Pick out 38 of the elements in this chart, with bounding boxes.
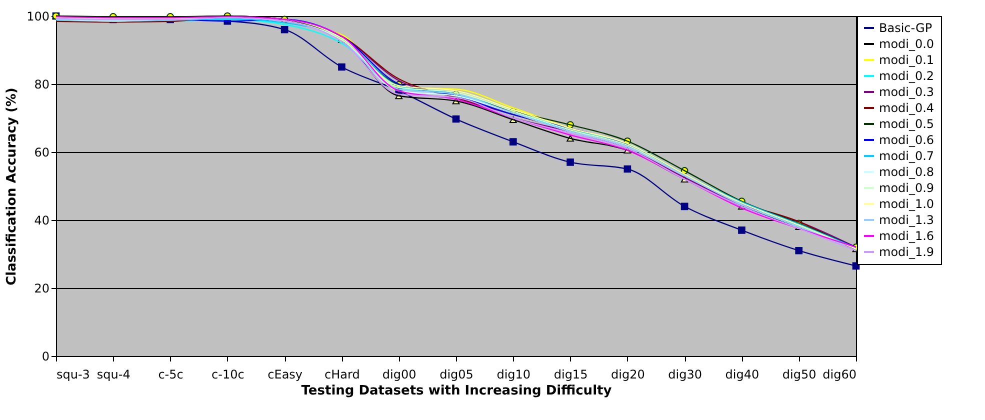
x-tick-label: c-5c <box>158 368 184 382</box>
x-tick-label: cHard <box>324 368 360 382</box>
legend-label: modi_0.7 <box>879 149 934 163</box>
y-tick-label: 0 <box>42 350 50 364</box>
legend-label: modi_0.5 <box>879 117 934 131</box>
x-tick-label: dig50 <box>782 368 816 382</box>
x-tick-label: dig30 <box>668 368 702 382</box>
x-tick-label: dig00 <box>382 368 416 382</box>
legend-label: modi_0.0 <box>879 37 934 51</box>
x-tick-label: squ-4 <box>96 368 130 382</box>
x-tick-label: dig15 <box>554 368 588 382</box>
y-tick-label: 40 <box>34 214 50 228</box>
x-tick-label: squ-3 <box>56 368 90 382</box>
legend-label: modi_1.6 <box>879 229 934 243</box>
legend-label: modi_0.3 <box>879 85 934 99</box>
x-axis-title: Testing Datasets with Increasing Difficulty <box>301 384 612 398</box>
legend-label: modi_0.8 <box>879 165 934 179</box>
x-tick-label: dig05 <box>440 368 474 382</box>
legend-label: modi_0.2 <box>879 69 934 83</box>
legend-label: modi_1.9 <box>879 245 934 259</box>
legend-label: modi_0.4 <box>879 101 934 115</box>
y-tick-label: 60 <box>34 146 50 160</box>
legend-label: Basic-GP <box>879 21 932 35</box>
legend-label: modi_1.3 <box>879 213 934 227</box>
y-tick-label: 100 <box>26 10 50 24</box>
x-tick-label: dig40 <box>725 368 760 382</box>
x-tick-label: dig60 <box>822 368 856 382</box>
x-tick-label: cEasy <box>268 368 303 382</box>
y-tick-label: 20 <box>34 282 50 296</box>
y-tick-label: 80 <box>34 78 50 92</box>
y-axis-title: Classification Accuracy (%) <box>4 88 20 286</box>
x-tick-label: c-10c <box>212 368 244 382</box>
legend-label: modi_0.1 <box>879 53 934 67</box>
legend-label: modi_0.6 <box>879 133 934 147</box>
legend-label: modi_1.0 <box>879 197 934 211</box>
x-tick-label: dig10 <box>496 368 531 382</box>
legend-label: modi_0.9 <box>879 181 934 195</box>
x-tick-label: dig20 <box>611 368 645 382</box>
